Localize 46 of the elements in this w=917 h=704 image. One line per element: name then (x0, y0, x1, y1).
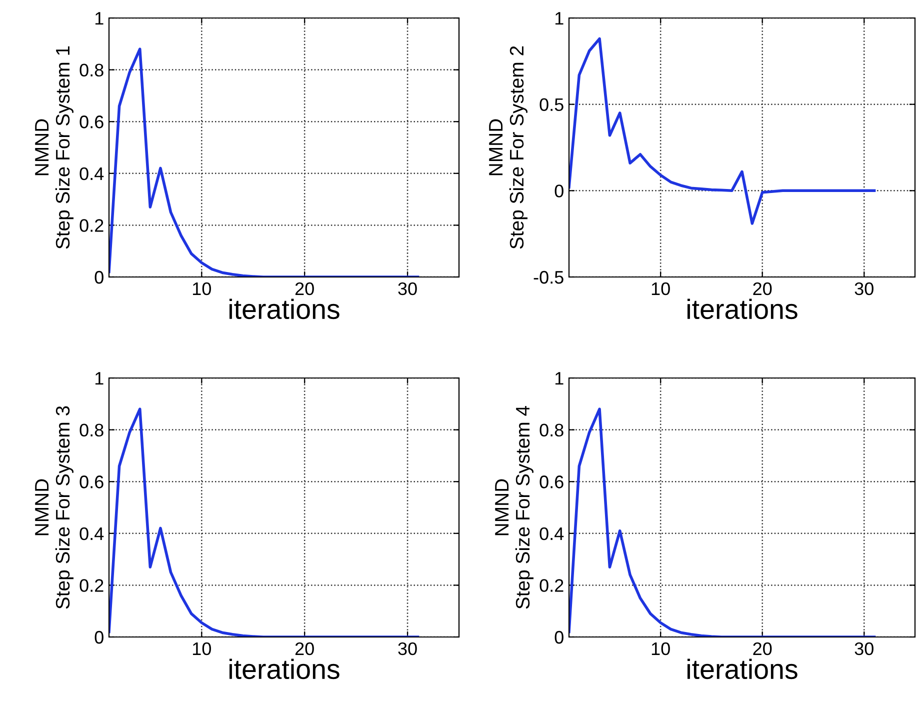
y-tick-label: 0.5 (540, 98, 564, 112)
x-axis-title: iterations (230, 298, 340, 320)
line-series (569, 408, 876, 637)
x-tick-label: 20 (753, 642, 772, 656)
x-tick-label: 20 (295, 282, 314, 296)
y-tick-label: 0.2 (540, 579, 564, 592)
x-axis-title: iterations (688, 298, 798, 320)
y-tick-label: 0.6 (80, 116, 104, 128)
x-tick-label: 30 (854, 282, 874, 296)
x-tick-label: 30 (398, 282, 417, 296)
line-series (569, 37, 876, 225)
y-tick-label: 0.8 (80, 424, 104, 437)
x-tick-label: 30 (398, 642, 417, 656)
line-series (109, 408, 420, 637)
y-tick-label: 0.4 (80, 167, 104, 180)
x-tick-label: 10 (652, 642, 670, 656)
x-tick-label: 20 (753, 282, 772, 296)
x-tick-label: 10 (192, 282, 211, 296)
x-tick-label: 20 (295, 642, 314, 656)
y-tick-label: 0 (554, 184, 564, 198)
y-tick-label: 0.4 (80, 527, 104, 540)
y-tick-label: 0.8 (80, 64, 104, 77)
y-axis-title: NMND Step Size For System 2 (489, 46, 528, 249)
y-tick-label: 0 (94, 630, 104, 644)
y-axis-title: NMND Step Size For System 3 (35, 406, 74, 609)
y-tick-label: 0.4 (540, 527, 564, 540)
y-tick-label: 0 (554, 630, 564, 644)
y-tick-label: 1 (555, 12, 564, 25)
y-tick-label: 0.2 (80, 579, 104, 592)
y-tick-label: 0.6 (80, 476, 104, 488)
y-tick-label: 0.8 (540, 424, 564, 437)
y-tick-label: 1 (95, 372, 104, 385)
y-tick-label: 0.2 (80, 219, 104, 232)
x-tick-label: 10 (652, 282, 670, 296)
y-axis-title: NMND Step Size For System 4 (495, 406, 534, 609)
y-tick-label: 0.6 (540, 476, 564, 488)
y-axis-title: NMND Step Size For System 1 (35, 46, 74, 249)
y-tick-label: 1 (555, 372, 564, 385)
x-axis-title: iterations (688, 658, 798, 680)
y-tick-label: -0.5 (534, 270, 564, 284)
x-tick-label: 30 (854, 642, 874, 656)
x-axis-title: iterations (230, 658, 340, 680)
line-series (109, 48, 420, 277)
x-tick-label: 10 (192, 642, 211, 656)
y-tick-label: 1 (95, 12, 104, 25)
y-tick-label: 0 (94, 270, 104, 284)
